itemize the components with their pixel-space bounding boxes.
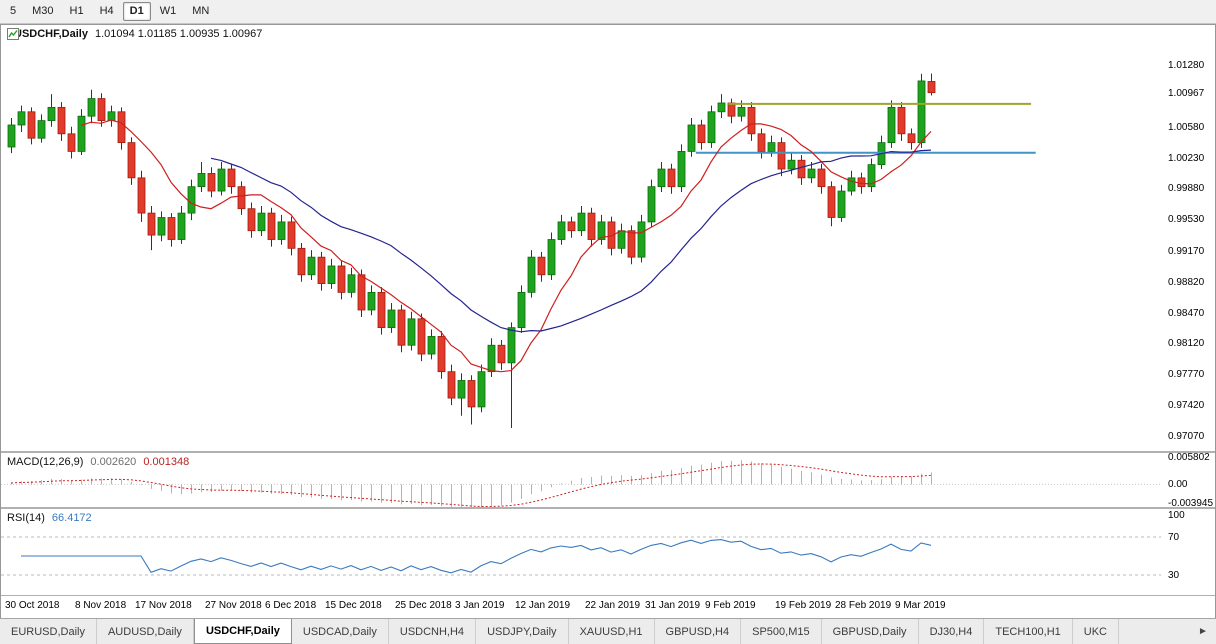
macd-readout: MACD(12,26,9) 0.002620 0.001348 <box>7 456 189 468</box>
chart-tab-xauusd-h1[interactable]: XAUUSD,H1 <box>569 619 655 644</box>
chart-tab-audusd-daily[interactable]: AUDUSD,Daily <box>97 619 194 644</box>
chart-tab-usdjpy-daily[interactable]: USDJPY,Daily <box>476 619 569 644</box>
axis-tick-label: 0.97770 <box>1168 369 1205 381</box>
date-tick-label: 9 Mar 2019 <box>895 600 946 611</box>
macd-signal-value: 0.001348 <box>143 456 190 468</box>
date-tick-label: 30 Oct 2018 <box>5 600 60 611</box>
chart-tab-usdchf-daily[interactable]: USDCHF,Daily <box>193 619 292 644</box>
axis-tick-label: 1.00580 <box>1168 121 1205 133</box>
macd-pane[interactable] <box>1 453 1163 507</box>
timeframe-button-w1[interactable]: W1 <box>159 5 177 17</box>
date-tick-label: 22 Jan 2019 <box>585 600 641 611</box>
date-tick-label: 15 Dec 2018 <box>325 600 382 611</box>
axis-tick-label: 0.00 <box>1168 479 1188 491</box>
date-tick-label: 9 Feb 2019 <box>705 600 756 611</box>
right-arrow-icon: ► <box>1198 625 1208 637</box>
date-tick-label: 31 Jan 2019 <box>645 600 701 611</box>
macd-main-value: 0.002620 <box>90 456 137 468</box>
chart-tab-sp500-m15[interactable]: SP500,M15 <box>741 619 822 644</box>
axis-tick-label: -0.003945 <box>1168 498 1214 509</box>
axis-tick-label: 1.00967 <box>1168 87 1205 99</box>
panel-splitter[interactable] <box>1 507 1215 509</box>
axis-tick-label: 1.01280 <box>1168 60 1205 72</box>
timeframe-button-m30[interactable]: M30 <box>32 5 54 17</box>
date-tick-label: 17 Nov 2018 <box>135 600 192 611</box>
timeframe-button-h4[interactable]: H4 <box>99 5 114 17</box>
chart-tab-gbpusd-h4[interactable]: GBPUSD,H4 <box>655 619 742 644</box>
rsi-pane[interactable] <box>1 509 1163 595</box>
axis-tick-label: 1.00230 <box>1168 152 1205 164</box>
chart-tab-usdcad-daily[interactable]: USDCAD,Daily <box>292 619 389 644</box>
chart-tab-bar: EURUSD,Daily AUDUSD,Daily USDCHF,Daily USDC… <box>0 618 1216 644</box>
rsi-panel: 100 70 30 RSI(14) 66.4172 <box>1 509 1215 595</box>
timeframe-button-5[interactable]: 5 <box>10 5 17 17</box>
axis-tick-label: 0.99530 <box>1168 214 1205 226</box>
date-tick-label: 27 Nov 2018 <box>205 600 262 611</box>
axis-tick-label: 0.98820 <box>1168 276 1205 288</box>
panel-splitter[interactable] <box>1 451 1215 453</box>
axis-tick-label: 0.99880 <box>1168 183 1205 195</box>
timeframe-button-h1[interactable]: H1 <box>69 5 84 17</box>
axis-tick-label: 0.97070 <box>1168 430 1205 442</box>
macd-panel: 0.005802 0.00 -0.003945 MACD(12,26,9) 0.00… <box>1 452 1215 509</box>
rsi-label: RSI(14) <box>7 512 45 524</box>
axis-tick-label: 30 <box>1168 570 1180 581</box>
ohlc-values: 1.01094 1.01185 1.00935 1.00967 <box>94 28 263 40</box>
chart-tab-dj30-h4[interactable]: DJ30,H4 <box>919 619 985 644</box>
macd-axis[interactable]: 0.005802 0.00 -0.003945 <box>1163 452 1215 509</box>
time-axis[interactable]: 30 Oct 2018 8 Nov 2018 17 Nov 2018 27 Nov 2… <box>1 595 1215 618</box>
date-tick-label: 3 Jan 2019 <box>455 600 505 611</box>
chart-tab-ukc[interactable]: UKC <box>1073 619 1120 644</box>
axis-tick-label: 0.98470 <box>1168 307 1205 319</box>
tab-scroll-right-button[interactable]: ► <box>1192 619 1214 643</box>
axis-tick-label: 0.005802 <box>1168 452 1210 463</box>
rsi-readout: RSI(14) 66.4172 <box>7 512 92 524</box>
chart-tab-gbpusd-daily[interactable]: GBPUSD,Daily <box>822 619 919 644</box>
timeframe-button-d1[interactable]: D1 <box>122 2 151 21</box>
date-tick-label: 6 Dec 2018 <box>265 600 317 611</box>
chart-tab-eurusd-daily[interactable]: EURUSD,Daily <box>0 619 97 644</box>
date-tick-label: 25 Dec 2018 <box>395 600 452 611</box>
price-panel: 1.01280 1.00967 1.00580 1.00230 0.99880 0.995… <box>1 25 1215 451</box>
axis-tick-label: 0.99170 <box>1168 245 1205 257</box>
chart-tab-tech100-h1[interactable]: TECH100,H1 <box>984 619 1073 644</box>
axis-tick-label: 0.98120 <box>1168 338 1205 350</box>
chart-window: 1.01280 1.00967 1.00580 1.00230 0.99880 0.995… <box>0 24 1216 618</box>
timeframe-button-mn[interactable]: MN <box>192 5 210 17</box>
axis-tick-label: 0.97420 <box>1168 400 1205 412</box>
date-tick-label: 19 Feb 2019 <box>775 600 832 611</box>
price-chart[interactable] <box>1 25 1163 451</box>
rsi-value: 66.4172 <box>51 512 92 524</box>
chart-tab-usdcnh-h4[interactable]: USDCNH,H4 <box>389 619 477 644</box>
axis-tick-label: 100 <box>1168 510 1185 521</box>
date-tick-label: 12 Jan 2019 <box>515 600 571 611</box>
price-axis[interactable]: 1.01280 1.00967 1.00580 1.00230 0.99880 0.995… <box>1163 25 1215 451</box>
date-tick-label: 28 Feb 2019 <box>835 600 892 611</box>
timeframe-toolbar: 5 M30 H1 H4 D1 W1 MN <box>0 0 1216 24</box>
rsi-axis[interactable]: 100 70 30 <box>1163 509 1215 595</box>
symbol-period-label: USDCHF,Daily <box>14 28 88 40</box>
axis-tick-label: 70 <box>1168 532 1180 543</box>
date-tick-label: 8 Nov 2018 <box>75 600 127 611</box>
macd-label: MACD(12,26,9) <box>7 456 84 468</box>
chart-ohlc-readout: USDCHF,Daily 1.01094 1.01185 1.00935 1.0… <box>7 28 262 40</box>
